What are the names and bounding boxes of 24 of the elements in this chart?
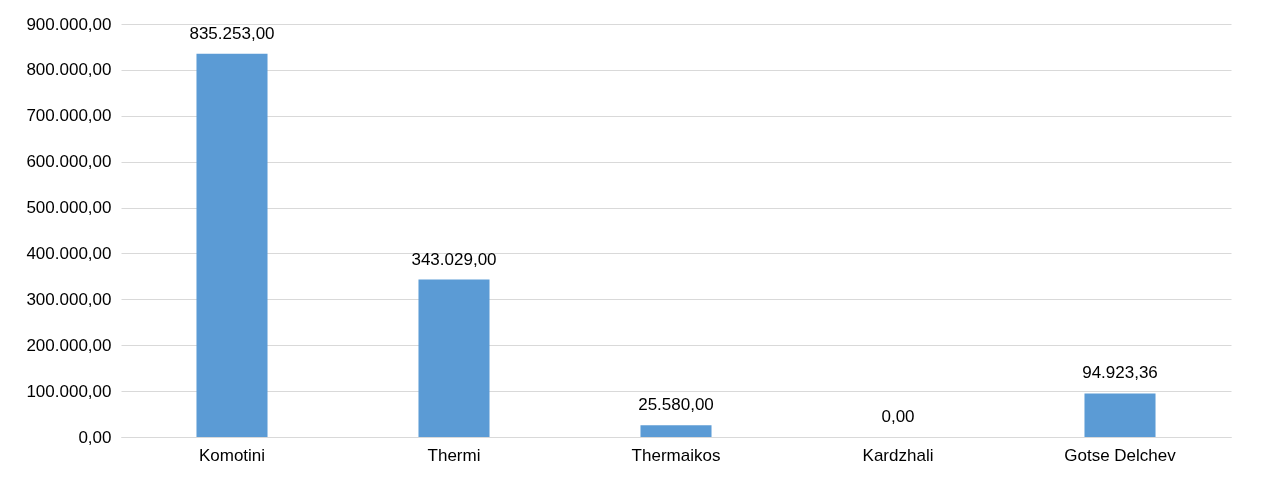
data-label: 835.253,00 (189, 23, 275, 43)
x-tick-label: Thermi (427, 445, 481, 465)
y-tick-label: 100.000,00 (26, 381, 112, 401)
bar (1084, 393, 1156, 437)
y-tick-label: 400.000,00 (26, 243, 112, 263)
bar (196, 53, 268, 437)
y-tick-label: 200.000,00 (26, 335, 112, 355)
y-tick-label: 800.000,00 (26, 60, 112, 80)
y-tick-label: 600.000,00 (26, 152, 112, 172)
data-label: 25.580,00 (638, 395, 714, 415)
x-tick-label: Gotse Delchev (1064, 445, 1177, 465)
bar (640, 425, 712, 437)
y-tick-label: 900.000,00 (26, 14, 112, 34)
y-tick-label: 0,00 (78, 427, 112, 447)
y-tick-label: 300.000,00 (26, 289, 112, 309)
x-tick-label: Thermaikos (631, 445, 721, 465)
y-tick-label: 700.000,00 (26, 106, 112, 126)
x-tick-label: Komotini (198, 445, 266, 465)
data-label: 0,00 (881, 407, 915, 426)
x-tick-label: Kardzhali (862, 445, 934, 465)
bar (418, 279, 490, 437)
data-label: 343.029,00 (411, 249, 497, 269)
data-label: 94.923,36 (1082, 363, 1158, 383)
y-tick-label: 500.000,00 (26, 198, 112, 218)
